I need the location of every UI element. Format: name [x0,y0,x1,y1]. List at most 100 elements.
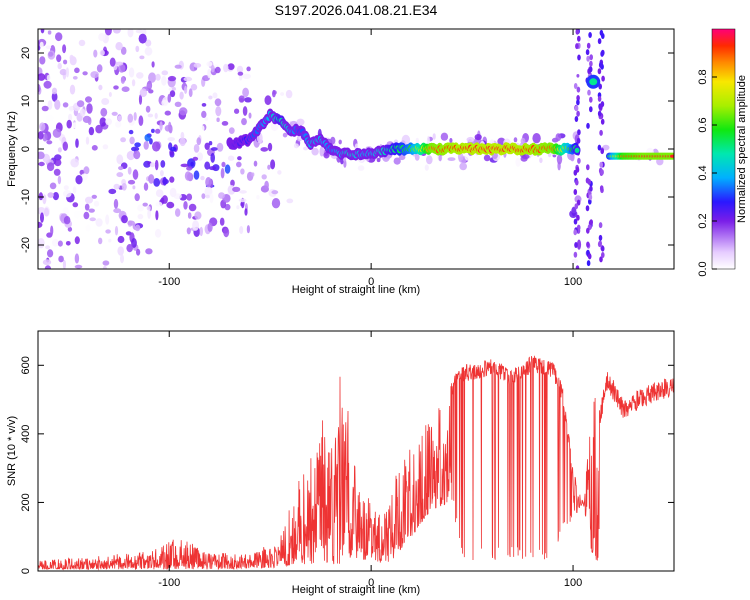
spectrogram-heatmap [38,29,674,269]
spectrogram-cell [65,241,71,246]
spectrogram-cell [303,146,309,151]
spectrogram-cell [207,222,213,232]
spectrogram-cell [155,210,159,221]
spectrogram-cell [424,164,429,171]
colorbar-gradient [711,28,736,270]
spectrogram-cell [577,157,581,164]
spectrogram-cell [114,225,119,236]
spectrogram-cell [137,213,144,220]
spectrogram-cell [267,164,271,170]
spectrogram-cell [127,179,136,185]
spectrogram-cell [85,224,91,232]
snr-xlabel: Height of straight line (km) [292,584,420,596]
spectrogram-cell [175,208,181,217]
spectrogram-cell [264,180,269,190]
spectrogram-cell [194,211,202,220]
spectrogram-cell [39,41,44,49]
spectrogram-cell [539,157,543,164]
spectrogram-cell [155,73,161,81]
snr-xtick-label: 0 [368,577,374,589]
spectrogram-cell [242,87,250,98]
spectrogram-cell [264,95,272,106]
spectrogram-cell [601,75,605,82]
spectrogram-cell [63,185,69,191]
spectrogram-cell [261,174,267,180]
colorbar-label: Normalized spectral amplitude [736,75,748,223]
spectrogram-cell [134,142,141,148]
spectrogram-cell [139,55,145,60]
spectrogram-cell [155,189,164,198]
spectrogram-cell [85,196,93,204]
spectrogram-cell [188,203,197,212]
spectrogram-cell [248,112,252,119]
spectrogram-cell [62,102,69,108]
spectrogram-cell [184,171,192,181]
spectrogram-cell [449,138,453,143]
spectrogram-cell [57,147,62,153]
spectrogram-cell [221,161,226,168]
spectrogram-cell [404,154,412,161]
spectrogram-ytick-label: 10 [20,95,32,107]
spectrogram-cell [72,186,77,194]
spectrogram-cell [65,67,69,78]
spectrogram-cell [598,222,603,229]
spectrogram-cell [214,66,221,74]
spectrogram-cell [573,251,578,258]
spectrogram-cell [39,122,46,131]
spectrogram-cell [319,146,325,157]
spectrogram-cell [78,39,86,47]
spectrogram-cell [602,144,610,151]
spectrogram-cell [200,175,205,181]
spectrogram-cell [447,157,456,162]
spectrogram-cell [43,80,52,89]
spectrogram-cell [330,136,336,145]
spectrogram-cell [186,227,191,235]
spectrogram-cell [108,238,112,243]
spectrogram-cell [296,118,305,126]
spectrogram-cell [169,187,177,198]
spectrogram-cell [576,99,580,106]
spectrogram-cell [574,203,579,210]
spectrogram-cell [253,160,258,167]
spectrogram-cell [100,107,108,117]
spectrogram-cell [62,259,66,269]
spectrogram-cell [571,258,579,264]
spectrogram-cell [86,103,93,114]
spectrogram-cell [142,202,148,207]
spectrogram-cell [223,63,229,73]
spectrogram-cell [148,174,155,184]
colorbar-tick-label: 0.4 [697,165,709,180]
spectrogram-cell [118,166,124,171]
spectrogram-cell [573,218,578,225]
spectrogram-cell [128,129,134,135]
spectrogram-cell [136,72,144,79]
spectrogram-cell [131,79,136,87]
spectrogram-cell [573,169,578,176]
spectrogram-cell [118,63,126,73]
spectrogram-cell [555,133,562,142]
spectrogram-cell [230,179,235,187]
spectrogram-cell [206,61,213,67]
spectrogram-cell [99,49,105,56]
spectrogram-cell [115,61,124,66]
spectrogram-cell [277,170,282,175]
spectrogram-cell [161,99,169,107]
spectrogram-cell [311,147,319,156]
spectrogram-cell [227,155,235,161]
spectrogram-cell [171,87,176,91]
spectrogram-cell [121,86,130,92]
spectrogram-cell [99,117,107,127]
spectrogram-cell [72,76,78,80]
spectrogram-cell [132,169,139,180]
spectrogram-cell [187,158,196,169]
spectrogram-cell [589,219,593,226]
spectrogram-cell [586,42,591,49]
spectrogram-cell [244,97,252,103]
spectrogram-cell [597,95,602,102]
spectrogram-cell [54,154,62,161]
spectrogram-cell [208,141,213,146]
spectrogram-cell [242,106,248,116]
spectrogram-cell [40,29,45,34]
spectrogram-cell [193,63,202,68]
spectrogram-cell [83,211,90,220]
